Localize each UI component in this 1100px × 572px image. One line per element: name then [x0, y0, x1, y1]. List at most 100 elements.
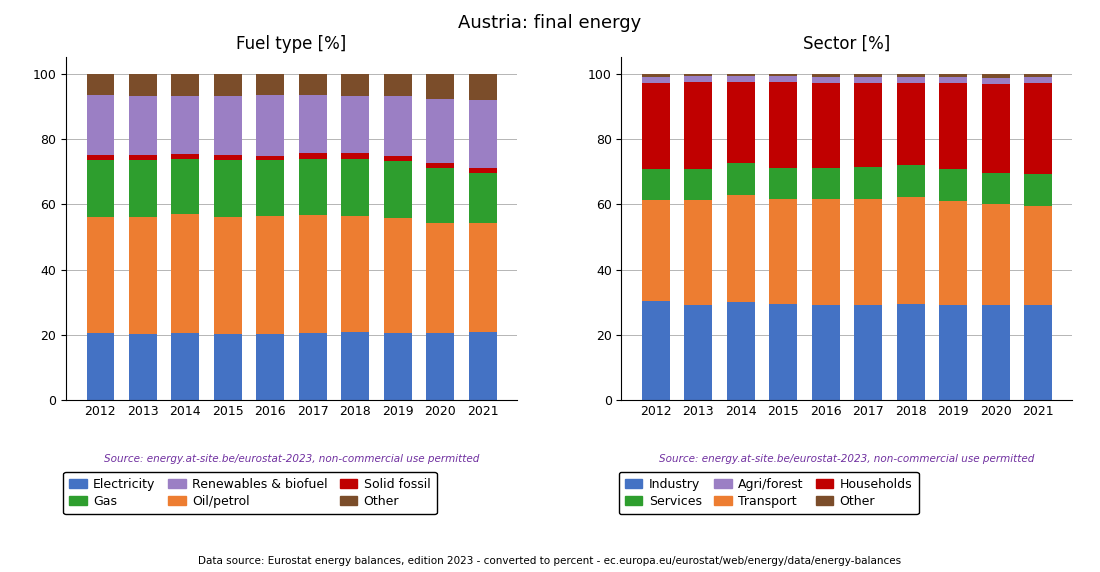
Bar	[341, 216, 368, 332]
Bar	[256, 156, 284, 161]
Bar	[214, 96, 242, 155]
Bar	[469, 100, 496, 168]
Bar	[770, 82, 798, 168]
Bar	[684, 82, 712, 169]
Bar	[129, 155, 156, 161]
Bar	[684, 305, 712, 400]
Bar	[384, 74, 411, 96]
Bar	[855, 305, 882, 400]
Bar	[982, 74, 1010, 78]
Bar	[855, 74, 882, 77]
Bar	[727, 82, 755, 163]
Bar	[469, 332, 496, 400]
Bar	[770, 168, 798, 199]
Bar	[939, 305, 967, 400]
Bar	[341, 332, 368, 400]
Bar	[469, 223, 496, 332]
Text: Source: energy.at-site.be/eurostat-2023, non-commercial use permitted: Source: energy.at-site.be/eurostat-2023,…	[103, 454, 480, 463]
Bar	[214, 74, 242, 96]
Bar	[812, 77, 839, 83]
Bar	[384, 218, 411, 333]
Bar	[939, 201, 967, 305]
Bar	[770, 77, 798, 82]
Bar	[727, 195, 755, 303]
Bar	[256, 161, 284, 216]
Bar	[642, 84, 670, 169]
Bar	[256, 96, 284, 156]
Bar	[87, 155, 114, 160]
Title: Fuel type [%]: Fuel type [%]	[236, 35, 346, 53]
Bar	[129, 217, 156, 335]
Bar	[812, 305, 839, 400]
Bar	[129, 74, 156, 96]
Bar	[299, 74, 327, 95]
Bar	[256, 335, 284, 400]
Bar	[1024, 74, 1052, 77]
Bar	[384, 333, 411, 400]
Bar	[896, 165, 924, 197]
Text: Source: energy.at-site.be/eurostat-2023, non-commercial use permitted: Source: energy.at-site.be/eurostat-2023,…	[659, 454, 1035, 463]
Bar	[684, 200, 712, 305]
Bar	[469, 168, 496, 173]
Bar	[427, 168, 454, 223]
Bar	[214, 160, 242, 217]
Bar	[812, 83, 839, 168]
Bar	[299, 216, 327, 333]
Bar	[1024, 84, 1052, 174]
Bar	[642, 169, 670, 200]
Text: Austria: final energy: Austria: final energy	[459, 14, 641, 32]
Bar	[642, 77, 670, 84]
Bar	[642, 74, 670, 77]
Bar	[129, 96, 156, 155]
Bar	[172, 159, 199, 214]
Bar	[1024, 174, 1052, 206]
Bar	[1024, 206, 1052, 305]
Bar	[172, 214, 199, 333]
Bar	[341, 74, 368, 96]
Bar	[214, 155, 242, 160]
Bar	[812, 198, 839, 305]
Title: Sector [%]: Sector [%]	[803, 35, 891, 53]
Bar	[384, 96, 411, 156]
Bar	[427, 163, 454, 168]
Bar	[684, 77, 712, 82]
Legend: Industry, Services, Agri/forest, Transport, Households, Other: Industry, Services, Agri/forest, Transpo…	[618, 472, 918, 514]
Bar	[427, 99, 454, 163]
Bar	[770, 304, 798, 400]
Bar	[469, 74, 496, 100]
Bar	[982, 305, 1010, 400]
Bar	[256, 216, 284, 335]
Bar	[982, 173, 1010, 204]
Bar	[87, 95, 114, 155]
Bar	[427, 333, 454, 400]
Bar	[427, 223, 454, 333]
Bar	[1024, 77, 1052, 84]
Bar	[87, 160, 114, 217]
Bar	[939, 77, 967, 84]
Bar	[172, 74, 199, 96]
Bar	[299, 95, 327, 153]
Bar	[172, 96, 199, 154]
Bar	[299, 333, 327, 400]
Bar	[642, 301, 670, 400]
Bar	[384, 156, 411, 161]
Bar	[214, 217, 242, 334]
Bar	[896, 304, 924, 400]
Bar	[727, 74, 755, 77]
Bar	[299, 158, 327, 216]
Bar	[384, 161, 411, 218]
Bar	[684, 74, 712, 77]
Bar	[341, 96, 368, 153]
Bar	[896, 77, 924, 83]
Bar	[939, 74, 967, 77]
Bar	[172, 333, 199, 400]
Bar	[855, 77, 882, 83]
Bar	[1024, 305, 1052, 400]
Bar	[214, 334, 242, 400]
Bar	[684, 169, 712, 200]
Bar	[87, 333, 114, 400]
Bar	[341, 158, 368, 216]
Bar	[855, 167, 882, 198]
Bar	[812, 168, 839, 198]
Bar	[642, 200, 670, 301]
